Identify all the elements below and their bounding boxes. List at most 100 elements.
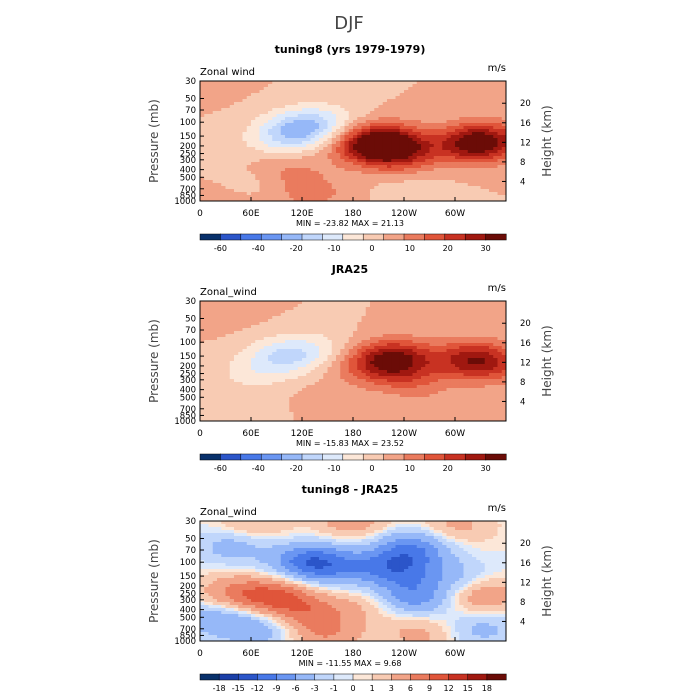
panel-1-heatmap-cell xyxy=(344,177,350,181)
panel-1-heatmap-cell xyxy=(442,150,447,154)
panel-2-heatmap-cell xyxy=(268,364,273,368)
panel-1-heatmap-cell xyxy=(489,168,494,172)
panel-1-heatmap-cell xyxy=(280,129,286,133)
panel-1-heatmap-cell xyxy=(493,117,498,121)
panel-1-heatmap-cell xyxy=(276,162,282,166)
panel-1-heatmap-cell xyxy=(442,180,447,184)
panel-1-heatmap-cell xyxy=(489,141,494,145)
panel-1-heatmap-cell xyxy=(399,117,405,121)
panel-2-heatmap-cell xyxy=(501,370,507,374)
panel-2-heatmap-cell xyxy=(497,382,503,386)
panel-2-heatmap-cell xyxy=(353,355,358,359)
panel-2-heatmap-cell xyxy=(204,367,209,371)
panel-2-heatmap-cell xyxy=(293,304,299,308)
panel-1-heatmap-cell xyxy=(353,162,358,166)
panel-2-heatmap-cell xyxy=(489,301,494,305)
panel-1-heatmap-cell xyxy=(229,90,235,94)
panel-1-heatmap-cell xyxy=(280,81,286,85)
panel-1-heatmap-cell xyxy=(200,120,205,124)
panel-1-heatmap-cell xyxy=(234,180,239,184)
panel-2-heatmap-cell xyxy=(276,361,282,365)
panel-2-heatmap-cell xyxy=(340,304,345,308)
panel-2-heatmap-cell xyxy=(263,346,269,350)
panel-2-heatmap-cell xyxy=(285,352,290,356)
panel-1-heatmap-cell xyxy=(238,150,243,154)
panel-1-heatmap-cell xyxy=(336,159,341,163)
panel-1-heatmap-cell xyxy=(297,192,303,196)
panel-2-heatmap-cell xyxy=(459,307,464,311)
panel-2-heatmap-cell xyxy=(399,304,405,308)
panel-1-heatmap-cell xyxy=(459,186,464,190)
panel-2-heatmap-cell xyxy=(208,328,214,332)
panel-1-heatmap-cell xyxy=(433,123,439,127)
panel-2-heatmap-cell xyxy=(242,385,248,389)
panel-2-heatmap-cell xyxy=(450,331,456,335)
panel-1-heatmap-cell xyxy=(501,162,507,166)
panel-1-heatmap-cell xyxy=(429,93,435,97)
panel-1-heatmap-cell xyxy=(302,132,307,136)
panel-1-heatmap-cell xyxy=(221,183,226,187)
panel-1-heatmap-cell xyxy=(310,123,316,127)
panel-2-heatmap-cell xyxy=(327,304,333,308)
panel-1-heatmap-cell xyxy=(489,120,494,124)
panel-1-heatmap-cell xyxy=(344,150,350,154)
panel-2-heatmap-cell xyxy=(336,340,341,344)
panel-2-heatmap-cell xyxy=(353,307,358,311)
panel-1-heatmap-cell xyxy=(450,84,456,88)
panel-1-heatmap-cell xyxy=(391,123,396,127)
panel-2-heatmap-cell xyxy=(467,379,473,383)
panel-2-heatmap-cell xyxy=(229,325,235,329)
panel-1-heatmap-cell xyxy=(425,198,430,202)
panel-2-heatmap-cell xyxy=(361,334,367,338)
panel-2-heatmap-cell xyxy=(391,334,396,338)
panel-1-heatmap-cell xyxy=(331,126,337,130)
panel-2-heatmap-cell xyxy=(221,352,226,356)
panel-1-heatmap-cell xyxy=(246,114,252,118)
panel-2-heatmap-cell xyxy=(455,367,460,371)
panel-2-heatmap-cell xyxy=(493,382,498,386)
panel-1-heatmap-cell xyxy=(421,87,426,91)
panel-1-heatmap-cell xyxy=(238,126,243,130)
panel-1-heatmap-cell xyxy=(327,147,333,151)
panel-2-heatmap-cell xyxy=(408,373,413,377)
panel-1-heatmap-cell xyxy=(361,102,367,106)
panel-2-heatmap-cell xyxy=(442,301,447,305)
panel-2-heatmap-cell xyxy=(425,328,430,332)
panel-1-heatmap-cell xyxy=(280,117,286,121)
panel-1-heatmap-cell xyxy=(225,108,231,112)
panel-1-heatmap-cell xyxy=(421,168,426,172)
panel-1-heatmap-cell xyxy=(340,150,345,154)
panel-1-heatmap-cell xyxy=(255,111,260,115)
panel-1-heatmap-cell xyxy=(204,111,209,115)
panel-2-heatmap-cell xyxy=(391,358,396,362)
panel-2-heatmap-cell xyxy=(446,346,452,350)
panel-1-heatmap-cell xyxy=(412,189,418,193)
panel-1-heatmap-cell xyxy=(225,141,231,145)
panel-2-heatmap-cell xyxy=(370,319,375,323)
panel-2-heatmap-cell xyxy=(217,346,222,350)
panel-1-heatmap-cell xyxy=(297,114,303,118)
panel-2-heatmap-cell xyxy=(408,379,413,383)
panel-2-heatmap-cell xyxy=(348,328,354,332)
panel-1-heatmap-cell xyxy=(480,195,486,199)
panel-1-heatmap-cell xyxy=(323,81,328,85)
panel-1-heatmap-cell xyxy=(455,117,460,121)
panel-1-heatmap-cell xyxy=(433,129,439,133)
panel-1-heatmap-cell xyxy=(302,90,307,94)
panel-2-heatmap-cell xyxy=(234,376,239,380)
panel-1-heatmap-cell xyxy=(463,177,469,181)
panel-1-heatmap-cell xyxy=(221,126,226,130)
panel-2-heatmap-cell xyxy=(310,376,316,380)
panel-2-heatmap-cell xyxy=(421,373,426,377)
panel-2-heatmap-cell xyxy=(276,331,282,335)
panel-1-heatmap-cell xyxy=(467,189,473,193)
panel-1-heatmap-cell xyxy=(242,102,248,106)
panel-2-heatmap-cell xyxy=(234,337,239,341)
panel-1-heatmap-cell xyxy=(404,147,409,151)
panel-1-heatmap-cell xyxy=(459,180,464,184)
panel-1-heatmap-cell xyxy=(217,186,222,190)
panel-1-heatmap-cell xyxy=(387,150,392,154)
panel-1-heatmap-cell xyxy=(438,153,443,157)
panel-1-heatmap-cell xyxy=(391,114,396,118)
panel-2-heatmap-cell xyxy=(370,337,375,341)
